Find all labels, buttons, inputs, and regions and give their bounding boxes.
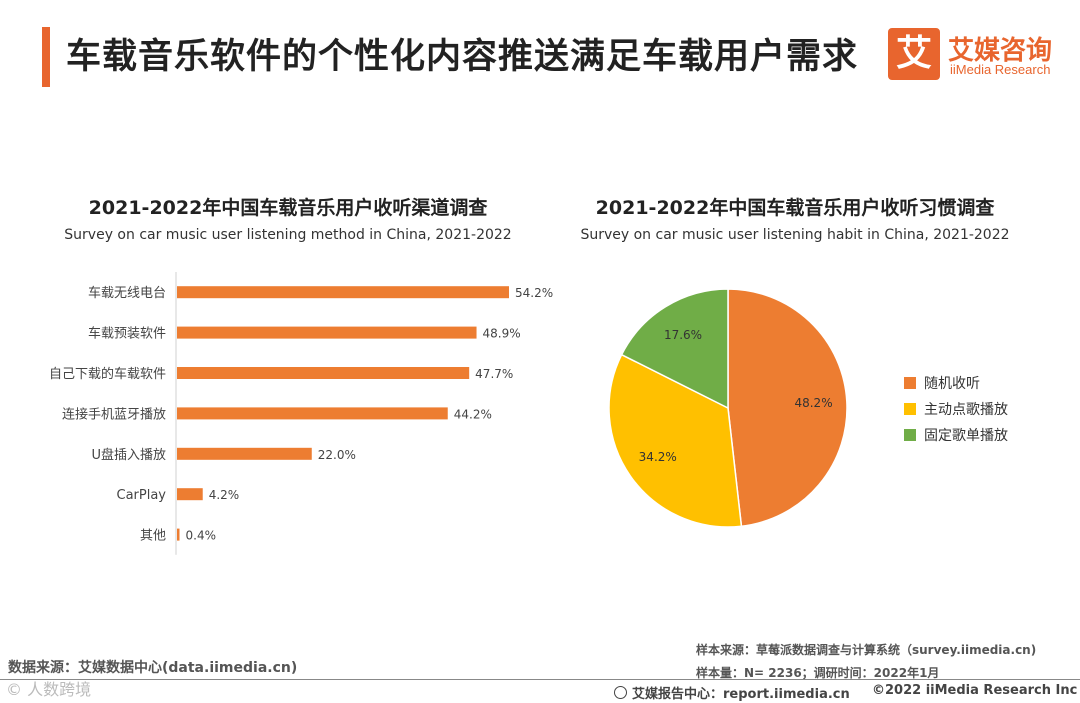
logo-mark: 艾 bbox=[888, 28, 940, 80]
copyright: ©2022 iiMedia Research Inc bbox=[872, 683, 1078, 698]
legend-swatch bbox=[904, 377, 916, 389]
pie-legend: 随机收听 主动点歌播放 固定歌单播放 bbox=[904, 370, 1008, 448]
footer-divider bbox=[0, 679, 1080, 680]
pie-slice-label: 17.6% bbox=[664, 328, 702, 342]
bar-value-label: 4.2% bbox=[209, 488, 240, 502]
page-title: 车载音乐软件的个性化内容推送满足车载用户需求 bbox=[66, 37, 859, 77]
bar-chart: 车载无线电台 54.2% 车载预装软件 48.9% 自己下载的车载软件 47.7% 连接手机… bbox=[49, 272, 553, 555]
bar-category-label: CarPlay bbox=[117, 488, 167, 503]
pie-slice-label: 34.2% bbox=[639, 450, 677, 464]
bar-value-label: 48.9% bbox=[483, 327, 521, 341]
sample-size: 样本量：N= 2236；调研时间：2022年1月 bbox=[696, 666, 940, 680]
pie-slice bbox=[727, 288, 848, 528]
legend-swatch bbox=[904, 403, 916, 415]
bar bbox=[177, 326, 477, 339]
legend-swatch bbox=[904, 429, 916, 441]
bar-category-label: 自己下载的车载软件 bbox=[49, 366, 166, 382]
data-source: 数据来源：艾媒数据中心(data.iimedia.cn) bbox=[8, 660, 298, 676]
bar-chart-subtitle: Survey on car music user listening metho… bbox=[64, 227, 512, 243]
pie-slice bbox=[620, 288, 729, 410]
bar bbox=[177, 528, 180, 541]
bar bbox=[177, 367, 470, 379]
bar-category-label: U盘插入播放 bbox=[91, 447, 166, 463]
bar-chart-title: 2021-2022年中国车载音乐用户收听渠道调查 bbox=[88, 197, 488, 219]
bar bbox=[177, 286, 509, 299]
legend-label: 固定歌单播放 bbox=[924, 428, 1008, 444]
bar bbox=[177, 407, 448, 420]
sample-source: 样本来源：草莓派数据调查与计算系统（survey.iimedia.cn) bbox=[696, 643, 1037, 657]
title-accent-bar bbox=[42, 27, 50, 87]
bar-category-label: 车载预装软件 bbox=[88, 326, 166, 342]
bar-value-label: 44.2% bbox=[454, 407, 492, 421]
legend-item: 主动点歌播放 bbox=[904, 396, 1008, 422]
legend-label: 随机收听 bbox=[924, 376, 980, 392]
iimedia-logo: 艾 艾媒咨询 iiMedia Research bbox=[888, 28, 1068, 84]
bar-value-label: 0.4% bbox=[186, 529, 217, 543]
bar-category-label: 其他 bbox=[140, 529, 166, 544]
logo-en-text: iiMedia Research bbox=[950, 62, 1051, 77]
legend-item: 固定歌单播放 bbox=[904, 422, 1008, 448]
logo-cn-text: 艾媒咨询 bbox=[948, 36, 1053, 66]
pie-chart-subtitle: Survey on car music user listening habit… bbox=[580, 227, 1010, 243]
pie-chart: 48.2% 34.2% 17.6% bbox=[608, 288, 848, 528]
bar-value-label: 47.7% bbox=[475, 367, 513, 381]
watermark: © 人数跨境 bbox=[6, 680, 92, 699]
bar-value-label: 22.0% bbox=[318, 448, 356, 462]
legend-label: 主动点歌播放 bbox=[924, 402, 1008, 418]
pie-slice-label: 48.2% bbox=[794, 396, 832, 410]
bar-value-label: 54.2% bbox=[515, 286, 553, 300]
bar-category-label: 车载无线电台 bbox=[88, 285, 166, 301]
globe-icon bbox=[614, 686, 627, 699]
report-center-text: 艾媒报告中心：report.iimedia.cn bbox=[632, 687, 850, 702]
pie-chart-title: 2021-2022年中国车载音乐用户收听习惯调查 bbox=[595, 197, 995, 219]
bar bbox=[177, 447, 312, 460]
bar-category-label: 连接手机蓝牙播放 bbox=[62, 406, 166, 422]
report-center[interactable]: 艾媒报告中心：report.iimedia.cn bbox=[614, 683, 850, 702]
pie-slice bbox=[608, 353, 743, 528]
bar bbox=[177, 488, 203, 501]
legend-item: 随机收听 bbox=[904, 370, 1008, 396]
